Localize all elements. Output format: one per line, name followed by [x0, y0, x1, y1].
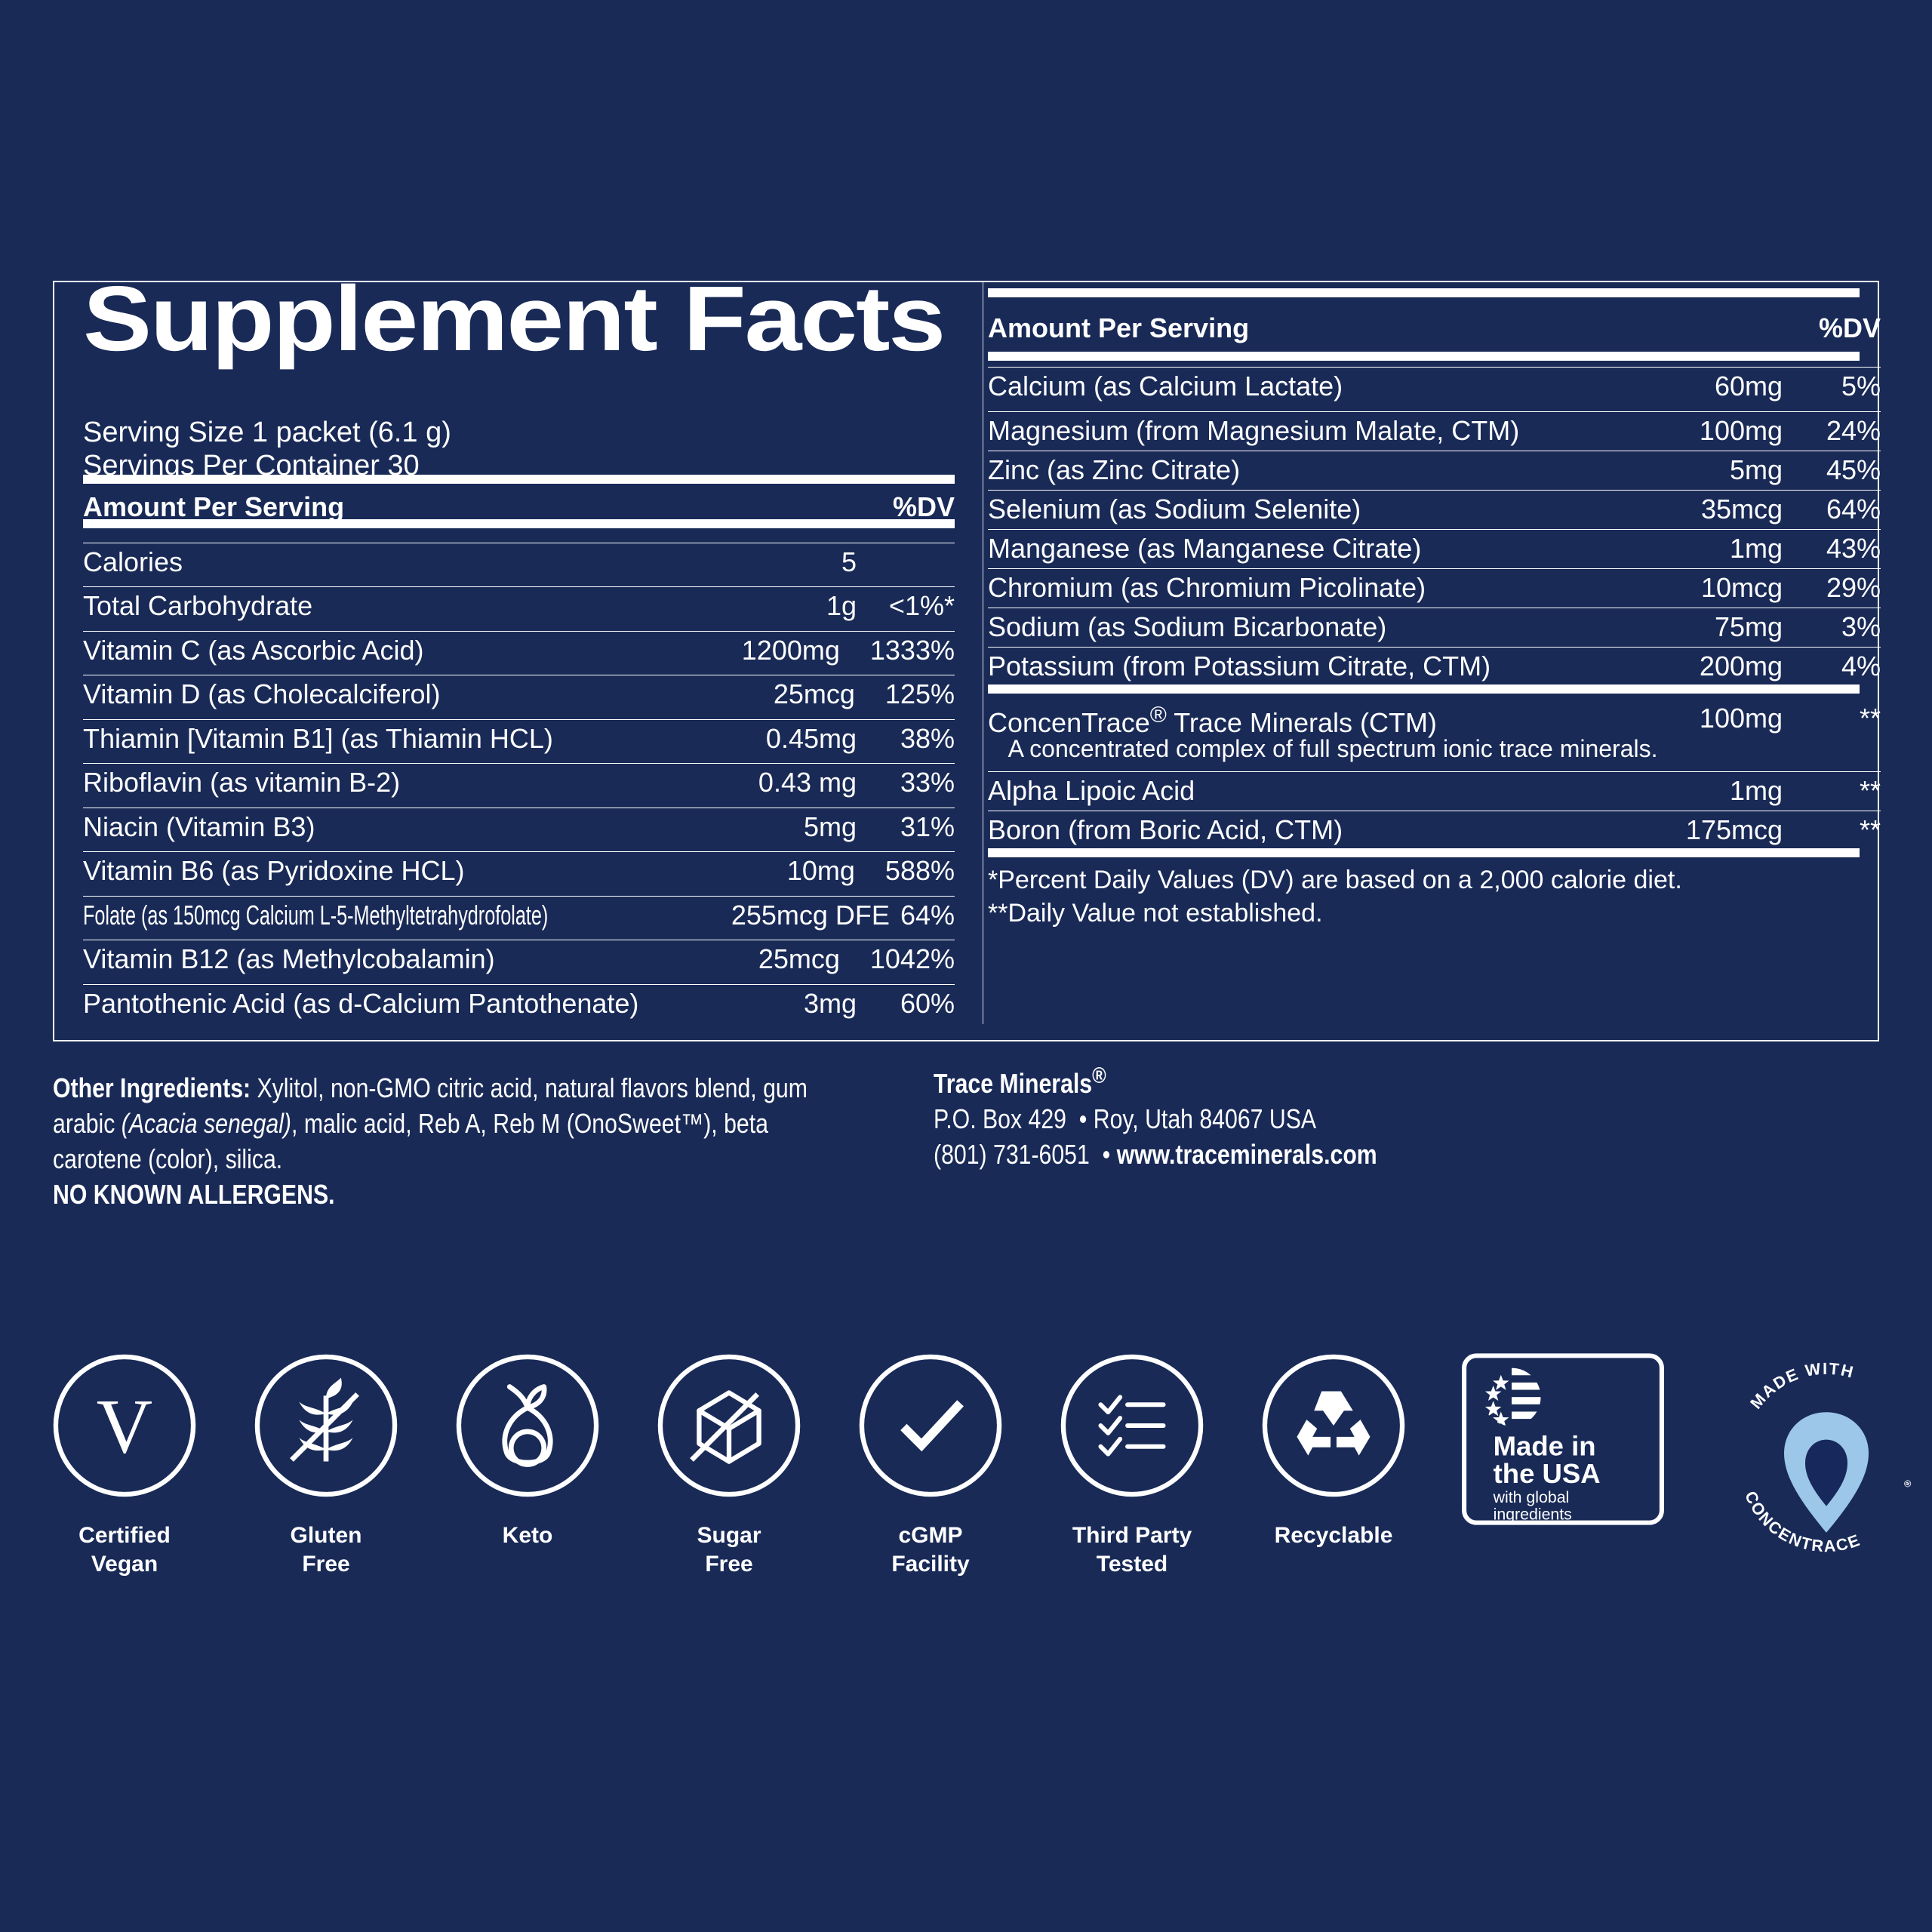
- svg-text:®: ®: [1902, 1478, 1914, 1488]
- svg-text:V: V: [97, 1384, 152, 1470]
- svg-text:Made in: Made in: [1494, 1430, 1596, 1461]
- svg-text:ingredients: ingredients: [1494, 1506, 1572, 1524]
- svg-text:MADE WITH: MADE WITH: [1746, 1359, 1857, 1413]
- svg-text:with global: with global: [1493, 1488, 1570, 1506]
- svg-text:the USA: the USA: [1494, 1458, 1601, 1489]
